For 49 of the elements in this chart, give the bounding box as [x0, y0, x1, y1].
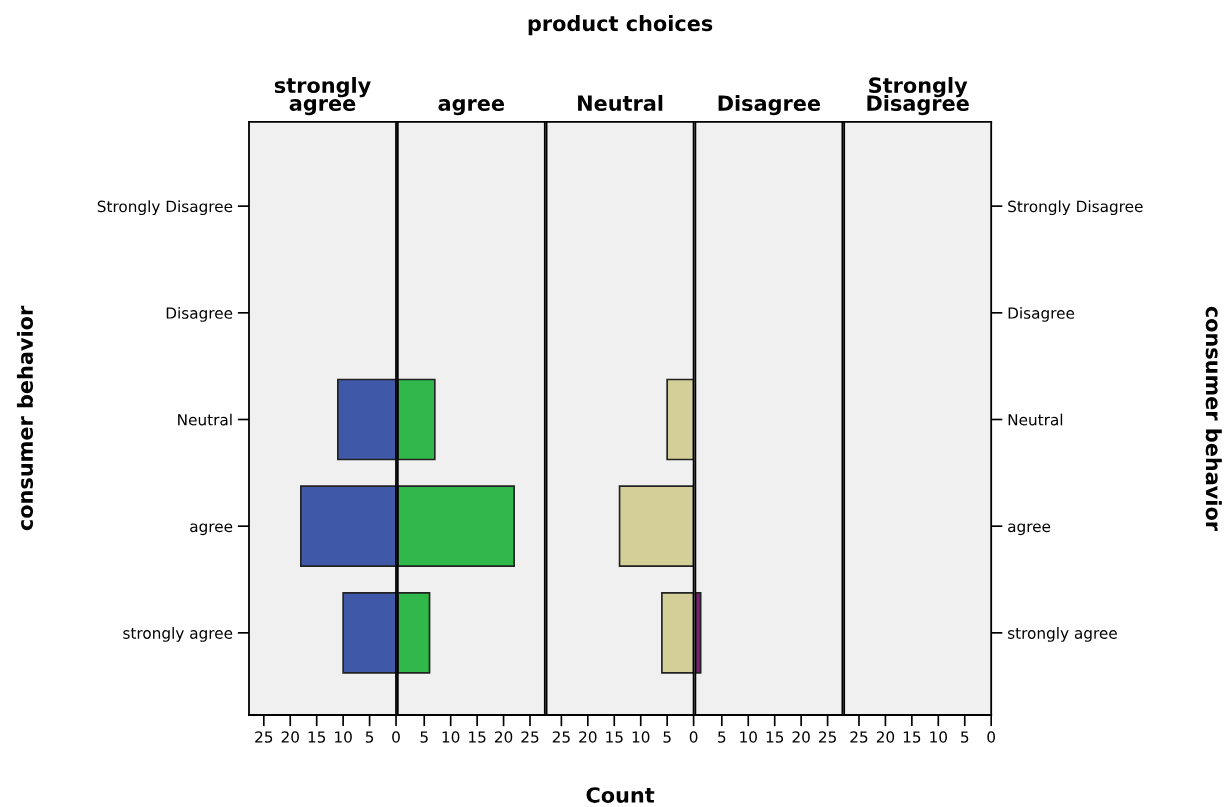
- x-tick-label: 25: [521, 731, 539, 743]
- x-tick-label: 0: [689, 731, 698, 743]
- chart-title: Strongly Disagree: [867, 76, 969, 116]
- y-tick-label: Strongly Disagree: [97, 200, 233, 216]
- bar: [618, 485, 694, 568]
- x-tick-label: 15: [766, 731, 784, 743]
- y-tick-label: Neutral: [1008, 413, 1063, 426]
- y-tick-label: Disagree: [166, 307, 233, 322]
- x-tick-label: 0: [987, 731, 996, 743]
- y-tick-label: agree: [1008, 523, 1051, 536]
- x-tick-label: 25: [818, 731, 836, 743]
- x-tick-label: 5: [663, 731, 671, 743]
- chart-title: agree: [438, 99, 505, 116]
- y-axis-title: consumer behavior: [1205, 306, 1222, 532]
- y-tick-label: Disagree: [1008, 307, 1075, 322]
- chart-title: Neutral: [578, 94, 663, 112]
- x-tick-label: 15: [606, 731, 623, 743]
- x-tick-label: 5: [365, 731, 374, 743]
- x-tick-label: 25: [850, 731, 868, 743]
- x-tick-label: 5: [420, 731, 428, 743]
- x-tick-label: 5: [961, 731, 969, 743]
- x-tick-label: 20: [876, 731, 895, 743]
- x-tick-label: 10: [930, 731, 948, 743]
- x-tick-label: 20: [494, 731, 513, 743]
- x-tick-label: 20: [792, 731, 810, 743]
- y-tick-label: Strongly Disagree: [1008, 200, 1143, 216]
- x-tick-label: 25: [552, 731, 570, 743]
- x-tick-label: 10: [632, 731, 650, 743]
- bar: [666, 378, 694, 461]
- text: product choices: [528, 15, 713, 36]
- x-tick-label: 10: [335, 731, 352, 743]
- y-axis-title: consumer behavior: [16, 305, 34, 531]
- y-tick-label: strongly agree: [1007, 627, 1117, 642]
- x-tick-label: 15: [903, 731, 921, 743]
- x-tick-label: 5: [718, 731, 726, 743]
- x-tick-label: 20: [281, 731, 299, 743]
- chart-title: strongly agree: [274, 76, 371, 116]
- x-axis-title: Count: [586, 787, 655, 803]
- x-tick-label: 15: [469, 731, 486, 743]
- y-tick-label: Neutral: [178, 413, 232, 426]
- x-tick-label: 15: [308, 731, 326, 743]
- x-tick-label: 20: [579, 731, 597, 743]
- chart-title: Disagree: [718, 94, 821, 116]
- y-tick-label: strongly agree: [123, 627, 233, 642]
- x-tick-label: 0: [392, 731, 400, 743]
- x-tick-label: 25: [255, 731, 273, 743]
- x-tick-label: 10: [442, 731, 460, 743]
- y-tick-label: agree: [190, 523, 233, 536]
- x-tick-label: 10: [740, 731, 757, 743]
